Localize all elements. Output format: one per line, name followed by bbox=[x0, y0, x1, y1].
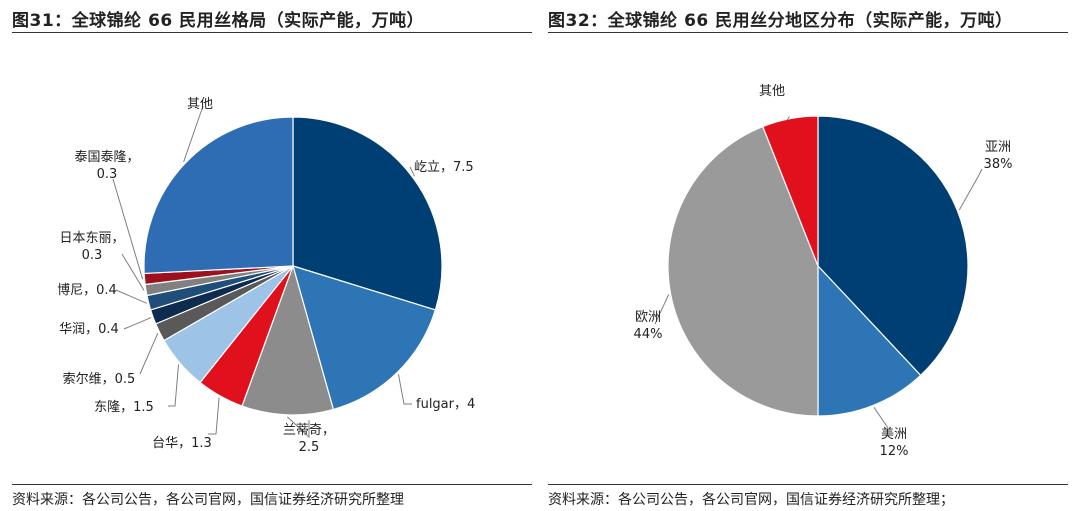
slice-label: 亚洲 bbox=[985, 140, 1011, 155]
leader-line bbox=[121, 253, 145, 291]
slice-label: 38% bbox=[984, 157, 1013, 172]
leader-line bbox=[208, 397, 220, 435]
leader-line bbox=[112, 178, 144, 280]
leader-line bbox=[183, 105, 204, 163]
source-divider bbox=[12, 484, 532, 485]
pie-slice-0 bbox=[292, 116, 443, 311]
slice-label: 博尼，0.4 bbox=[57, 283, 117, 298]
leader-line bbox=[115, 289, 147, 304]
slice-label: 台华，1.3 bbox=[152, 436, 212, 451]
leader-line bbox=[397, 374, 412, 405]
slice-label: 泰国泰隆， bbox=[74, 150, 139, 165]
slice-label: 12% bbox=[880, 444, 909, 459]
leader-line bbox=[139, 333, 159, 375]
leader-line bbox=[786, 116, 790, 121]
source-note: 资料来源：各公司公告，各公司官网，国信证券经济研究所整理 bbox=[12, 492, 404, 508]
pie-slice-0 bbox=[817, 115, 969, 377]
figure-title: 图31：全球锦纶 66 民用丝格局（实际产能，万吨） bbox=[12, 11, 425, 31]
slice-label: 其他 bbox=[187, 97, 213, 112]
leader-line bbox=[654, 294, 670, 325]
slice-label: 2.5 bbox=[299, 440, 320, 455]
slice-label: 华润，0.4 bbox=[59, 322, 119, 337]
slice-label: 0.3 bbox=[97, 167, 118, 182]
leader-line bbox=[409, 166, 415, 177]
slice-label: 其他 bbox=[759, 84, 785, 99]
leader-line bbox=[123, 317, 152, 330]
slice-label: fulgar，4 bbox=[416, 397, 475, 412]
slice-label: 屹立，7.5 bbox=[414, 160, 474, 175]
pie-slice-1 bbox=[817, 264, 922, 417]
pie-slice-10 bbox=[143, 116, 294, 275]
pie-chart-global-share: 屹立，7.5 fulgar，4 兰蒂奇， 2.5 台华，1.3 东隆，1.5 索尔维，0.5… bbox=[57, 97, 475, 455]
source-divider bbox=[548, 484, 1068, 485]
chart-panel-global-share: 图31：全球锦纶 66 民用丝格局（实际产能，万吨） 屹立，7.5 fulgar，… bbox=[12, 0, 532, 511]
leader-line bbox=[168, 364, 179, 407]
leader-line bbox=[873, 407, 889, 429]
slice-label: 兰蒂奇， bbox=[283, 422, 335, 438]
figure-title: 图32：全球锦纶 66 民用丝分地区分布（实际产能，万吨） bbox=[548, 11, 1013, 31]
slice-label: 日本东丽， bbox=[59, 231, 124, 246]
slice-label: 美洲 bbox=[881, 427, 907, 442]
title-divider bbox=[12, 32, 532, 33]
leader-line bbox=[958, 168, 983, 211]
pie-slice-2 bbox=[667, 125, 819, 417]
slice-label: 欧洲 bbox=[635, 310, 661, 325]
leader-line bbox=[287, 416, 310, 439]
pie-slice-2 bbox=[241, 264, 335, 416]
slice-label: 索尔维，0.5 bbox=[63, 372, 136, 387]
chart-panel-regional-share: 图32：全球锦纶 66 民用丝分地区分布（实际产能，万吨） 亚洲 38% 美洲 12%… bbox=[548, 0, 1068, 511]
pie-slice-1 bbox=[292, 265, 437, 411]
slice-label: 44% bbox=[634, 327, 663, 342]
pie-chart-regional-share: 亚洲 38% 美洲 12% 欧洲 44% 其他 bbox=[634, 84, 1013, 459]
source-note: 资料来源：各公司公告，各公司官网，国信证券经济研究所整理； bbox=[548, 492, 954, 508]
title-divider bbox=[548, 32, 1068, 33]
slice-label: 0.3 bbox=[82, 248, 103, 263]
pie-slice-3 bbox=[762, 115, 819, 267]
slice-label: 东隆，1.5 bbox=[94, 400, 154, 415]
